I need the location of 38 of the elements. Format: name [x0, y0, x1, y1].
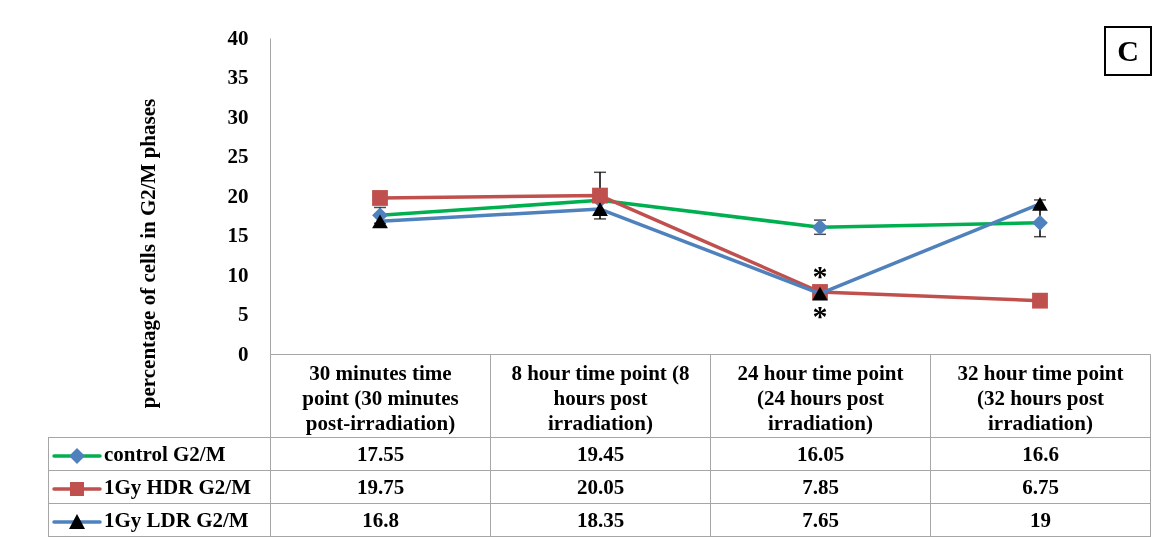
data-label: 7.65 — [802, 507, 839, 532]
point — [372, 214, 388, 229]
data-label: 17.55 — [356, 441, 405, 466]
y-tick-label: 25 — [227, 144, 249, 168]
point — [592, 187, 608, 204]
data-label: 19.75 — [356, 474, 405, 499]
data-label: 16.05 — [796, 441, 845, 466]
annotation: * — [812, 299, 828, 332]
data-label: 16.6 — [1022, 441, 1059, 466]
x-tick-label: 32 hour time point (32 hours post irradiation) — [957, 360, 1124, 435]
data-label: 7.85 — [802, 474, 839, 499]
point — [372, 190, 388, 206]
x-tick-label: 8 hour time point (8 hours post irradiation) — [511, 360, 690, 435]
y-tick-label: 10 — [227, 262, 249, 287]
point — [592, 202, 608, 216]
point — [1032, 292, 1048, 309]
data-label: 16.8 — [362, 507, 399, 532]
x-tick-label: 24 hour time point (24 hours post irradiation) — [737, 360, 904, 435]
data-label: 6.75 — [1022, 474, 1059, 499]
data-label: 19 — [1030, 507, 1051, 532]
y-tick-label: 40 — [227, 25, 249, 50]
x-tick-label: 30 minutes time point (30 minutes post-irradiation) — [302, 360, 459, 435]
y-tick-label: 5 — [238, 302, 249, 326]
y-tick-label: 35 — [227, 65, 249, 89]
legend-label: control G2/M — [104, 441, 226, 466]
y-tick-label: 15 — [227, 223, 249, 247]
annotation: * — [812, 259, 828, 292]
data-label: 18.35 — [576, 507, 625, 532]
annotation: C — [1104, 26, 1152, 76]
legend-label: 1Gy LDR G2/M — [104, 507, 249, 532]
y-tick-label: 30 — [227, 104, 249, 129]
y-tick-label: 0 — [238, 341, 249, 366]
y-axis-title: percentage of cells in G2/M phases — [135, 98, 160, 409]
legend-label: 1Gy HDR G2/M — [104, 474, 251, 499]
point — [1032, 214, 1048, 231]
data-label: 19.45 — [576, 441, 625, 466]
y-tick-label: 20 — [227, 183, 249, 208]
data-label: 20.05 — [576, 474, 625, 499]
